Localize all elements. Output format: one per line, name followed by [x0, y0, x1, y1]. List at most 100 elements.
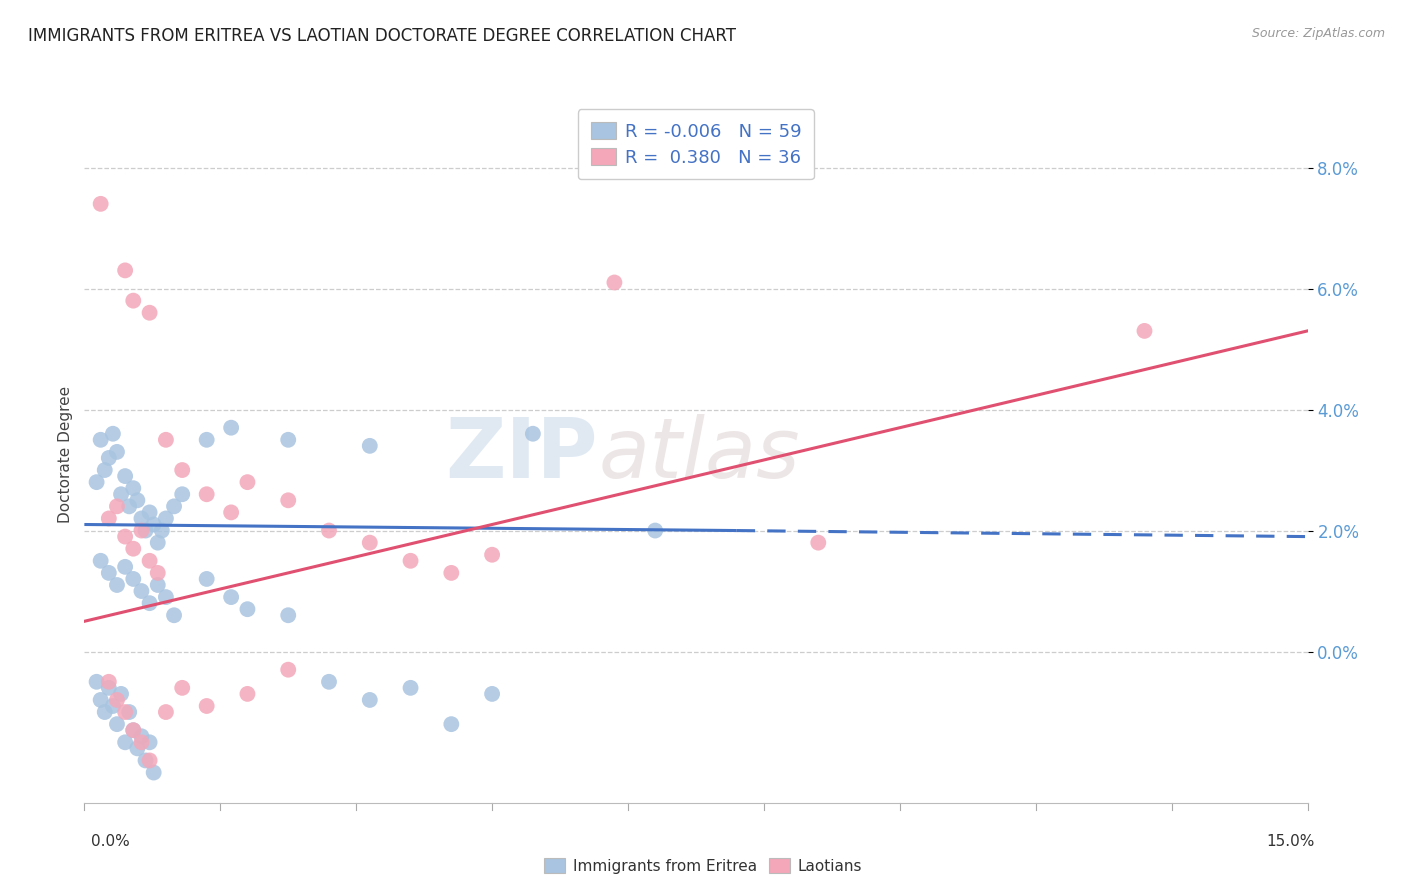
- Point: [135, 754, 157, 768]
- Point: [138, 554, 160, 568]
- Point: [155, 511, 177, 525]
- Point: [93, 705, 115, 719]
- Point: [131, 584, 153, 599]
- Point: [122, 293, 145, 308]
- Point: [219, 505, 242, 519]
- Point: [114, 559, 136, 574]
- Point: [105, 717, 128, 731]
- Y-axis label: Doctorate Degree: Doctorate Degree: [58, 386, 73, 524]
- Point: [195, 572, 218, 586]
- Text: 0.0%: 0.0%: [91, 834, 131, 849]
- Point: [146, 535, 169, 549]
- Point: [105, 693, 128, 707]
- Point: [105, 578, 128, 592]
- Point: [195, 487, 218, 501]
- Point: [118, 500, 141, 514]
- Point: [399, 554, 422, 568]
- Point: [114, 705, 136, 719]
- Point: [163, 500, 186, 514]
- Point: [277, 493, 299, 508]
- Point: [399, 681, 422, 695]
- Point: [142, 517, 165, 532]
- Legend: R = -0.006   N = 59, R =  0.380   N = 36: R = -0.006 N = 59, R = 0.380 N = 36: [578, 109, 814, 179]
- Point: [131, 511, 153, 525]
- Point: [644, 524, 666, 538]
- Point: [90, 554, 112, 568]
- Point: [522, 426, 544, 441]
- Point: [219, 590, 242, 604]
- Point: [440, 717, 463, 731]
- Point: [277, 433, 299, 447]
- Point: [122, 481, 145, 495]
- Point: [131, 729, 153, 743]
- Point: [359, 439, 381, 453]
- Point: [138, 505, 160, 519]
- Point: [138, 735, 160, 749]
- Text: atlas: atlas: [598, 415, 800, 495]
- Point: [219, 420, 242, 434]
- Point: [172, 487, 194, 501]
- Point: [97, 450, 120, 465]
- Point: [122, 723, 145, 738]
- Point: [105, 445, 128, 459]
- Point: [90, 197, 112, 211]
- Point: [277, 663, 299, 677]
- Point: [101, 698, 124, 713]
- Point: [97, 674, 120, 689]
- Point: [195, 433, 218, 447]
- Point: [122, 541, 145, 556]
- Point: [110, 487, 132, 501]
- Point: [86, 475, 108, 490]
- Point: [122, 723, 145, 738]
- Point: [481, 687, 503, 701]
- Point: [114, 530, 136, 544]
- Point: [277, 608, 299, 623]
- Point: [150, 524, 173, 538]
- Point: [105, 500, 128, 514]
- Point: [359, 693, 381, 707]
- Point: [142, 765, 165, 780]
- Point: [97, 511, 120, 525]
- Point: [440, 566, 463, 580]
- Point: [86, 674, 108, 689]
- Point: [236, 687, 259, 701]
- Point: [97, 681, 120, 695]
- Point: [138, 306, 160, 320]
- Point: [127, 741, 149, 756]
- Point: [481, 548, 503, 562]
- Point: [1133, 324, 1156, 338]
- Point: [236, 475, 259, 490]
- Point: [93, 463, 115, 477]
- Point: [195, 698, 218, 713]
- Point: [114, 469, 136, 483]
- Point: [131, 735, 153, 749]
- Point: [146, 578, 169, 592]
- Text: ZIP: ZIP: [446, 415, 598, 495]
- Point: [122, 572, 145, 586]
- Point: [155, 705, 177, 719]
- Point: [118, 705, 141, 719]
- Point: [172, 681, 194, 695]
- Text: IMMIGRANTS FROM ERITREA VS LAOTIAN DOCTORATE DEGREE CORRELATION CHART: IMMIGRANTS FROM ERITREA VS LAOTIAN DOCTO…: [28, 27, 737, 45]
- Point: [90, 693, 112, 707]
- Point: [138, 596, 160, 610]
- Point: [114, 263, 136, 277]
- Legend: Immigrants from Eritrea, Laotians: Immigrants from Eritrea, Laotians: [537, 852, 869, 880]
- Point: [135, 524, 157, 538]
- Point: [163, 608, 186, 623]
- Point: [146, 566, 169, 580]
- Point: [172, 463, 194, 477]
- Text: Source: ZipAtlas.com: Source: ZipAtlas.com: [1251, 27, 1385, 40]
- Point: [807, 535, 830, 549]
- Point: [110, 687, 132, 701]
- Text: 15.0%: 15.0%: [1267, 834, 1315, 849]
- Point: [359, 535, 381, 549]
- Point: [114, 735, 136, 749]
- Point: [318, 524, 340, 538]
- Point: [155, 590, 177, 604]
- Point: [97, 566, 120, 580]
- Point: [138, 754, 160, 768]
- Point: [155, 433, 177, 447]
- Point: [236, 602, 259, 616]
- Point: [101, 426, 124, 441]
